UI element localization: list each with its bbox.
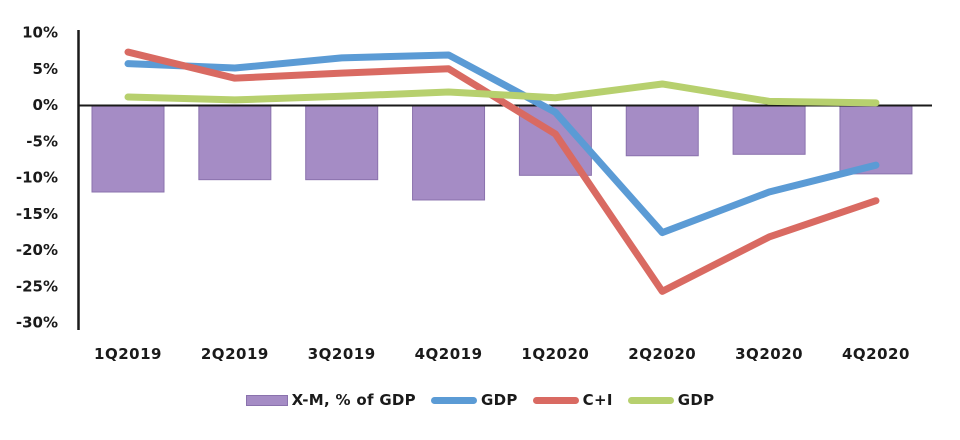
legend-label-x-m: X-M, % of GDP: [291, 391, 416, 409]
legend-label-gdp-blue: GDP: [480, 391, 518, 409]
legend-label-c-plus-i: C+I: [582, 391, 613, 409]
y-axis-tick-label: -20%: [16, 241, 58, 259]
x-axis-tick-label: 4Q2019: [415, 345, 483, 363]
bar-x-m: [625, 104, 699, 157]
bar-x-m: [198, 104, 272, 181]
legend-item-gdp-blue: GDP: [430, 391, 518, 409]
gdp-line-blue: [124, 51, 880, 237]
legend-item-gdp-green: GDP: [627, 391, 715, 409]
bar-x-m: [412, 104, 486, 201]
legend-swatch-gdp-green-line: [627, 396, 674, 404]
y-axis-tick-label: 5%: [33, 60, 58, 78]
y-axis-tick-label: 10%: [22, 24, 58, 42]
x-axis-tick-label: 1Q2019: [94, 345, 162, 363]
x-axis-tick-label: 3Q2020: [735, 345, 803, 363]
gdp-line-green: [124, 80, 880, 107]
chart-legend: X-M, % of GDP GDP C+I GDP: [0, 391, 960, 409]
x-axis-tick-label: 2Q2019: [201, 345, 269, 363]
legend-item-c-plus-i: C+I: [532, 391, 613, 409]
y-axis-tick-label: -5%: [26, 132, 58, 150]
y-axis-tick-label: -10%: [16, 169, 58, 187]
y-axis-tick-label: 0%: [33, 96, 58, 114]
legend-item-x-m: X-M, % of GDP: [245, 391, 416, 409]
x-axis-tick-label: 3Q2019: [308, 345, 376, 363]
y-axis-tick-label: -25%: [16, 277, 58, 295]
legend-label-gdp-green: GDP: [677, 391, 715, 409]
y-axis-tick-label: -15%: [16, 205, 58, 223]
c-plus-i-line: [124, 48, 880, 295]
x-axis-tick-label: 2Q2020: [628, 345, 696, 363]
bar-x-m: [732, 104, 806, 155]
bar-x-m: [305, 104, 379, 181]
legend-swatch-c-plus-i-line: [532, 396, 579, 404]
legend-swatch-x-m-bar: [245, 394, 288, 406]
y-axis-tick-label: -30%: [16, 314, 58, 332]
x-axis-tick-label: 4Q2020: [842, 345, 910, 363]
x-axis-tick-label: 1Q2020: [521, 345, 589, 363]
bar-x-m: [91, 104, 165, 193]
legend-swatch-gdp-blue-line: [430, 396, 477, 404]
